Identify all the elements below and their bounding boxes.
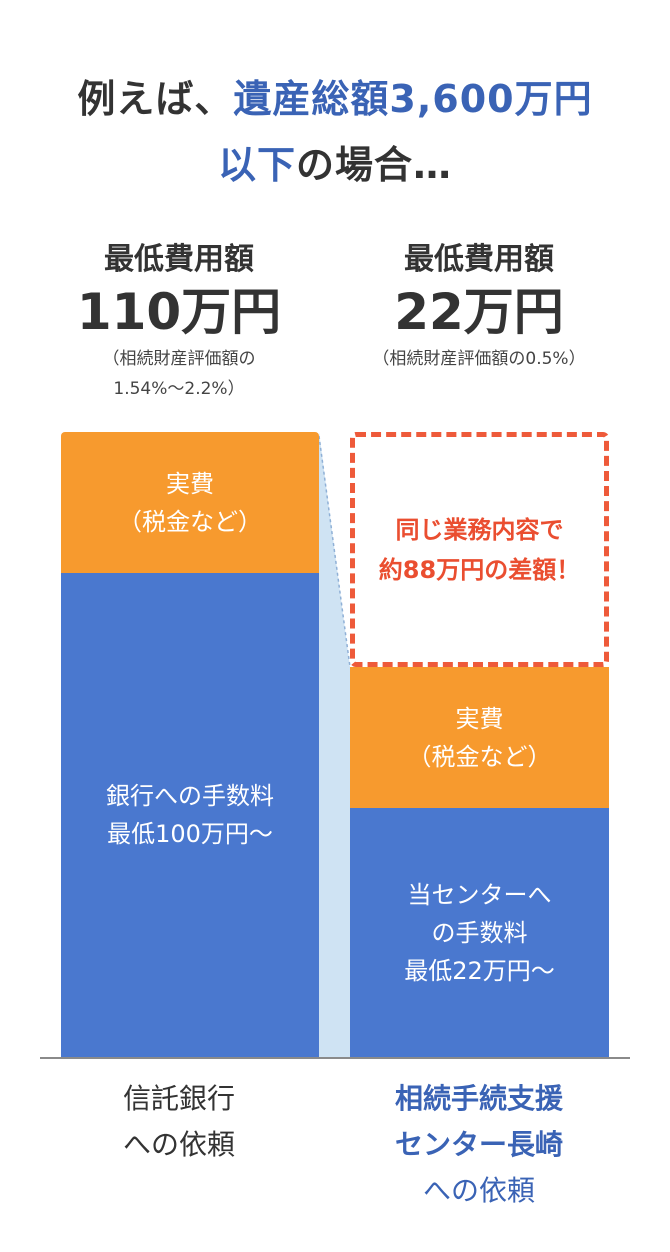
headline-condition: 以下 <box>217 143 296 187</box>
connector-dotted-line <box>318 435 351 668</box>
left-min-cost-label: 最低費用額 <box>104 242 254 277</box>
right-column-header: 最低費用額 22万円 （相続財産評価額の0.5%） <box>329 240 629 374</box>
category-label-support-center: 相続手続支援 センター長崎 への依頼 <box>329 1076 629 1214</box>
headline-line-1: 例えば、遺産総額3,600万円 <box>0 64 670 134</box>
headline-estate-amount: 遺産総額3,600万円 <box>233 77 593 121</box>
category-right-line-2: センター長崎 <box>394 1128 563 1161</box>
headline-line-2: 以下の場合… <box>0 130 670 200</box>
bar-segment-left-bank-fee: 銀行への手数料 最低100万円〜 <box>61 573 319 1057</box>
category-right-line-3: への依頼 <box>422 1174 535 1207</box>
left-rate-note-line-1: （相続財産評価額の <box>102 349 256 369</box>
headline-prefix: 例えば、 <box>77 77 234 121</box>
chart-baseline <box>40 1057 630 1059</box>
bar-segment-right-expenses: 実費 （税金など） <box>350 667 609 808</box>
right-min-cost-amount: 22万円 <box>394 283 564 341</box>
category-left-line-2: への依頼 <box>122 1128 235 1161</box>
category-right-line-1: 相続手続支援 <box>394 1082 563 1115</box>
left-min-cost-amount: 110万円 <box>76 283 282 341</box>
right-rate-note: （相続財産評価額の0.5%） <box>372 349 586 369</box>
left-rate-note-line-2: 1.54%〜2.2%） <box>113 379 245 399</box>
connector-band <box>319 432 350 1057</box>
category-left-line-1: 信託銀行 <box>122 1082 235 1115</box>
bar-segment-right-center-fee: 当センターへ の手数料 最低22万円〜 <box>350 808 609 1057</box>
category-label-trust-bank: 信託銀行 への依頼 <box>29 1076 329 1168</box>
headline-suffix: の場合… <box>296 143 453 187</box>
bar-segment-left-expenses: 実費 （税金など） <box>61 432 319 573</box>
right-min-cost-label: 最低費用額 <box>404 242 554 277</box>
left-column-header: 最低費用額 110万円 （相続財産評価額の 1.54%〜2.2%） <box>29 240 329 404</box>
difference-callout: 同じ業務内容で 約88万円の差額！ <box>350 432 609 667</box>
